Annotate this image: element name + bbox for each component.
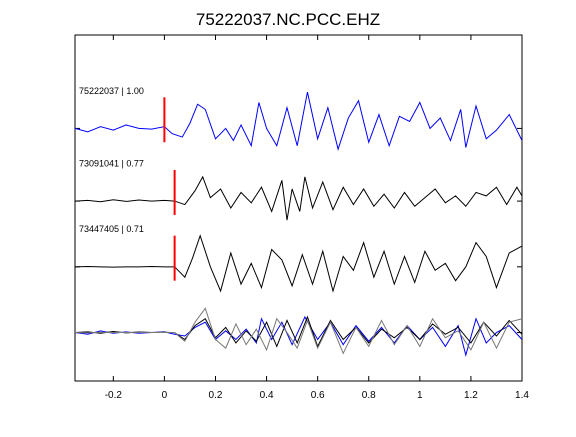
- chart-title: 75222037.NC.PCC.EHZ: [196, 10, 380, 29]
- x-tick-label: 0.4: [260, 390, 274, 401]
- x-tick-label: 1.4: [515, 390, 529, 401]
- trace-line-2: [74, 175, 523, 221]
- trace-label-3: 73447405 | 0.71: [79, 224, 144, 234]
- x-tick-label: -0.2: [105, 390, 123, 401]
- x-tick-label: 0: [162, 390, 168, 401]
- x-axis-ticks: -0.2 0 0.2 0.4 0.6 0.8 1 1.2 1.4: [75, 35, 529, 401]
- x-tick-label: 0.6: [311, 390, 325, 401]
- pick-markers: [163, 97, 176, 281]
- overlay-line-3: [74, 307, 523, 355]
- overlay-line-1: [74, 315, 523, 357]
- trace-line-1: [74, 91, 523, 151]
- trace-labels: 75222037 | 1.00 73091041 | 0.77 73447405 |…: [79, 86, 144, 234]
- plot-frame: [74, 34, 523, 382]
- x-tick-label: 0.8: [362, 390, 376, 401]
- x-tick-label: 1.2: [464, 390, 478, 401]
- x-tick-label: 1: [417, 390, 423, 401]
- trace-label-1: 75222037 | 1.00: [79, 86, 144, 96]
- waveform-traces: [74, 91, 523, 357]
- trace-line-3: [74, 234, 523, 293]
- x-tick-label: 0.2: [209, 390, 223, 401]
- trace-label-2: 73091041 | 0.77: [79, 158, 144, 168]
